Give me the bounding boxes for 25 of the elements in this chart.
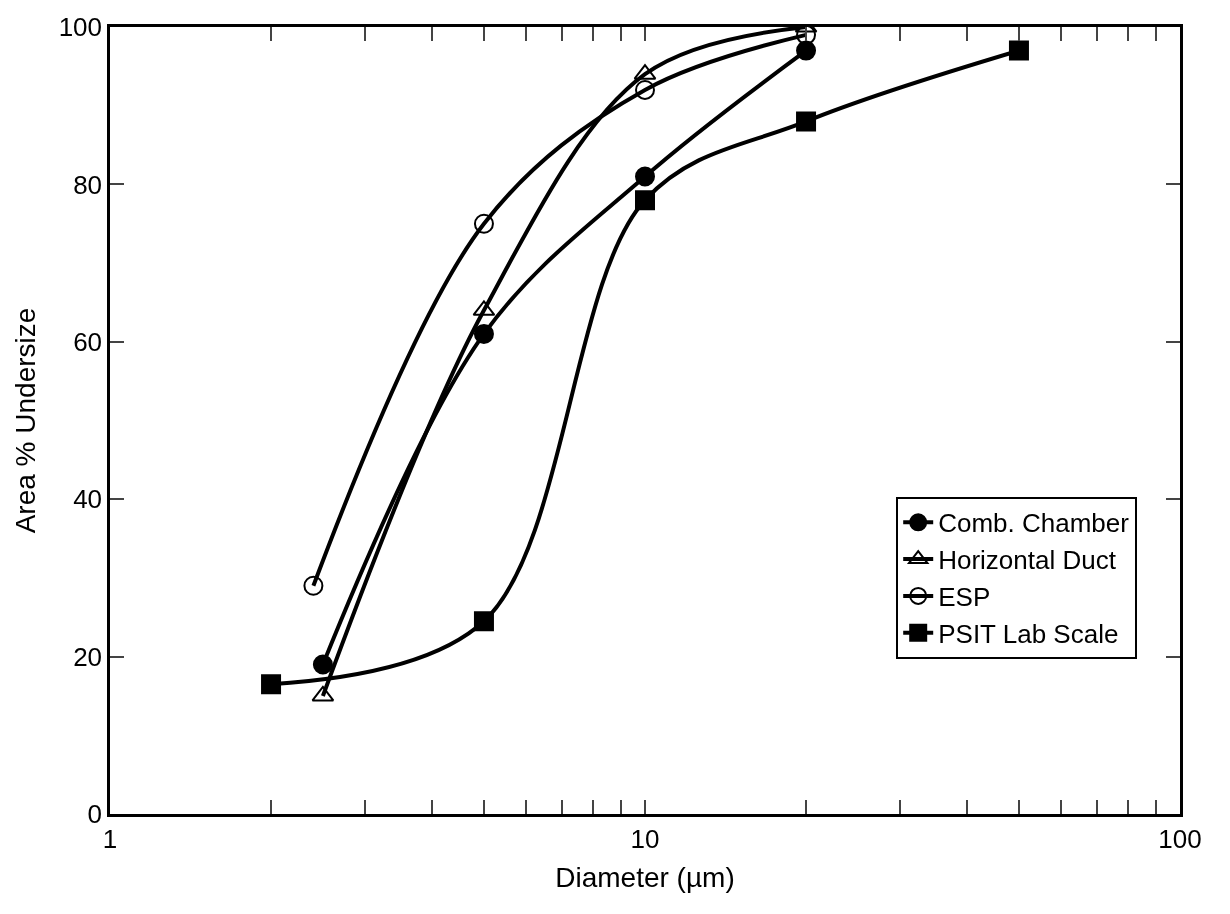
- y-tick-label: 60: [73, 326, 103, 357]
- point: [635, 166, 655, 187]
- y-tick-label: 80: [73, 169, 103, 200]
- x-axis-title: Diameter (µm): [555, 862, 735, 894]
- legend-label: PSIT Lab Scale: [938, 618, 1119, 649]
- point: [796, 111, 817, 132]
- point: [473, 611, 494, 632]
- point: [473, 213, 494, 234]
- y-axis-title: Area % Undersize: [10, 307, 42, 534]
- legend-label: Horizontal Duct: [938, 545, 1117, 576]
- point: [635, 79, 655, 100]
- y-tick-label: 40: [73, 484, 103, 515]
- point: [796, 40, 817, 61]
- legend-label: ESP: [938, 582, 991, 613]
- y-tick-label: 100: [58, 12, 103, 43]
- legend-label: Comb. Chamber: [938, 508, 1130, 539]
- x-tick-label: 100: [1158, 823, 1202, 854]
- point: [473, 323, 494, 344]
- x-tick-label: 1: [102, 823, 118, 854]
- point: [312, 654, 333, 675]
- point: [635, 190, 655, 211]
- x-tick-label: 10: [630, 823, 660, 854]
- y-tick-label: 20: [73, 641, 103, 672]
- y-tick-label: 0: [87, 799, 103, 830]
- point: [796, 27, 817, 45]
